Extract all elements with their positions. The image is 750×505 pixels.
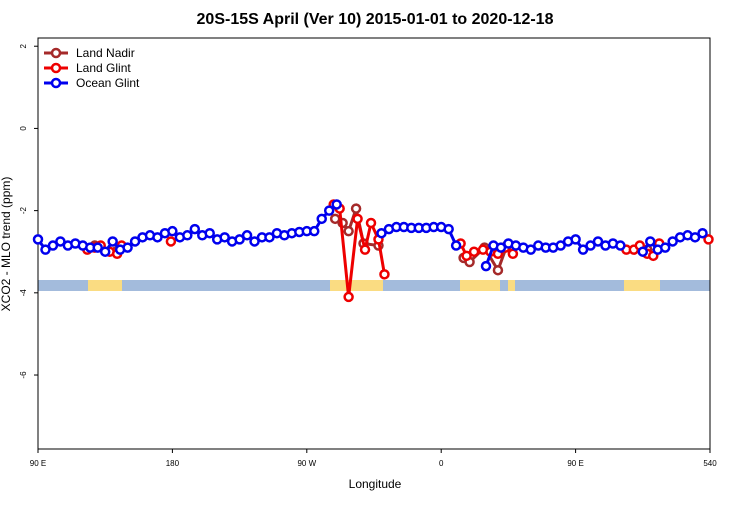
data-point <box>40 244 51 255</box>
data-point <box>480 260 492 272</box>
y-tick-label: 2 <box>19 43 28 48</box>
data-point <box>309 225 320 237</box>
land-patch <box>88 280 122 291</box>
data-point <box>55 236 66 247</box>
data-point <box>492 264 504 276</box>
data-point <box>697 227 708 239</box>
data-point <box>165 236 177 247</box>
data-point <box>329 213 341 225</box>
data-point <box>204 227 215 239</box>
x-tick-label: 0 <box>439 459 444 468</box>
data-point <box>249 236 260 247</box>
chart-title: 20S-15S April (Ver 10) 2015-01-01 to 202… <box>197 11 554 28</box>
data-point <box>343 225 354 237</box>
legend-label: Land Glint <box>76 61 131 75</box>
data-point <box>443 223 454 235</box>
data-point <box>359 244 371 255</box>
land-patch <box>624 280 660 291</box>
data-point <box>637 246 649 257</box>
legend-label: Land Nadir <box>76 46 135 60</box>
data-point <box>189 223 201 235</box>
x-tick-label: 90 W <box>297 459 316 468</box>
data-point <box>122 242 133 253</box>
data-point <box>615 240 626 251</box>
data-point <box>555 240 566 251</box>
land-patch <box>460 280 500 291</box>
data-point <box>667 236 678 247</box>
data-point <box>47 240 59 251</box>
x-tick-label: 90 E <box>567 459 583 468</box>
y-axis-label: XCO2 - MLO trend (ppm) <box>0 177 13 312</box>
data-point <box>495 242 507 253</box>
data-point <box>507 248 519 260</box>
data-point <box>182 230 193 241</box>
y-tick-label: -6 <box>19 371 28 379</box>
data-point <box>99 246 111 257</box>
data-point <box>343 291 354 303</box>
data-point <box>659 242 671 253</box>
legend-marker <box>50 62 62 74</box>
data-point <box>525 244 537 255</box>
land-patch <box>330 280 383 291</box>
data-point <box>152 232 163 243</box>
data-point <box>645 236 656 247</box>
data-point <box>376 227 387 239</box>
surface-band <box>38 280 710 291</box>
data-point <box>577 244 589 255</box>
data-point <box>331 199 342 210</box>
data-point <box>689 232 701 243</box>
data-point <box>592 236 604 247</box>
x-tick-label: 180 <box>166 459 180 468</box>
legend-marker <box>50 77 62 89</box>
data-point <box>365 217 377 229</box>
data-point <box>570 234 581 245</box>
data-point <box>32 234 44 245</box>
series <box>32 199 708 272</box>
data-point <box>585 240 596 251</box>
data-point <box>167 225 178 237</box>
x-tick-label: 90 E <box>30 459 46 468</box>
data-point <box>468 246 480 257</box>
data-point <box>264 232 275 243</box>
data-point <box>450 240 462 251</box>
data-point <box>350 203 362 214</box>
legend-marker <box>50 47 62 59</box>
y-tick-label: -2 <box>19 207 28 215</box>
y-tick-label: 0 <box>19 126 28 131</box>
data-point <box>323 205 335 216</box>
data-point <box>234 234 245 245</box>
data-point <box>241 230 253 241</box>
x-axis-label: Longitude <box>349 477 402 491</box>
data-point <box>219 232 230 243</box>
data-point <box>461 250 472 262</box>
data-point <box>352 213 363 225</box>
data-point <box>316 213 327 225</box>
data-point <box>107 236 118 247</box>
data-point <box>379 269 390 280</box>
land-patch <box>508 280 515 291</box>
legend-label: Ocean Glint <box>76 76 140 90</box>
data-point <box>92 242 103 253</box>
series <box>82 199 714 303</box>
x-tick-label: 540 <box>703 459 717 468</box>
y-tick-label: -4 <box>19 289 28 297</box>
data-point <box>703 234 714 245</box>
data-point <box>129 236 141 247</box>
